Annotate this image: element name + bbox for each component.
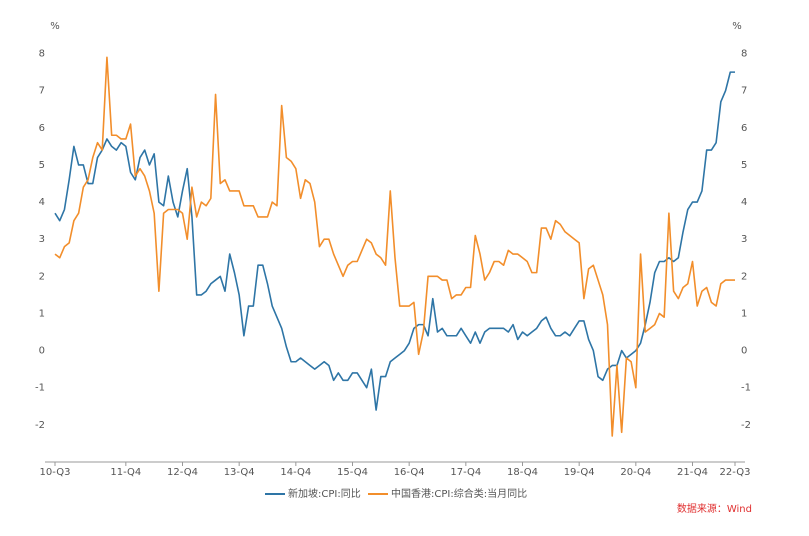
source-note: 数据来源：Wind: [677, 502, 752, 515]
y2-tick-label: 3: [741, 234, 747, 245]
y2-tick-label: -1: [741, 383, 751, 394]
y-tick-label: 5: [39, 160, 45, 171]
y-tick-label: 7: [39, 86, 45, 97]
legend-label: 中国香港:CPI:综合类:当月同比: [391, 487, 527, 500]
y2-tick-label: 1: [741, 308, 747, 319]
x-tick-label: 20-Q4: [620, 467, 651, 478]
y-tick-label: -1: [35, 383, 45, 394]
y-tick-label: -2: [35, 420, 45, 431]
y-unit: %: [50, 21, 60, 32]
x-tick-label: 17-Q4: [450, 467, 481, 478]
series-line: [54, 71, 735, 411]
x-tick-label: 15-Q4: [337, 467, 368, 478]
x-tick-label: 13-Q4: [224, 467, 255, 478]
x-tick-label: 19-Q4: [564, 467, 595, 478]
y2-tick-label: -2: [741, 420, 751, 431]
x-tick-label: 18-Q4: [507, 467, 538, 478]
y-tick-label: 3: [39, 234, 45, 245]
y2-tick-label: 2: [741, 271, 747, 282]
series-line: [54, 56, 735, 437]
x-tick-label: 16-Q4: [394, 467, 425, 478]
y-tick-label: 8: [39, 49, 45, 60]
x-tick-label: 11-Q4: [110, 467, 141, 478]
y2-tick-label: 0: [741, 346, 747, 357]
y2-tick-label: 5: [741, 160, 747, 171]
y-tick-label: 6: [39, 123, 45, 134]
y-tick-label: 2: [39, 271, 45, 282]
x-tick-label: 14-Q4: [280, 467, 311, 478]
y2-tick-label: 8: [741, 49, 747, 60]
x-tick-label: 10-Q3: [40, 467, 71, 478]
y-tick-label: 1: [39, 308, 45, 319]
y-tick-label: 4: [39, 197, 45, 208]
y2-tick-label: 4: [741, 197, 747, 208]
y2-tick-label: 7: [741, 86, 747, 97]
x-tick-label: 22-Q3: [720, 467, 751, 478]
x-tick-label: 12-Q4: [167, 467, 198, 478]
y2-unit: %: [732, 21, 742, 32]
x-tick-label: 21-Q4: [677, 467, 708, 478]
legend-label: 新加坡:CPI:同比: [288, 487, 361, 500]
y-tick-label: 0: [39, 346, 45, 357]
y2-tick-label: 6: [741, 123, 747, 134]
